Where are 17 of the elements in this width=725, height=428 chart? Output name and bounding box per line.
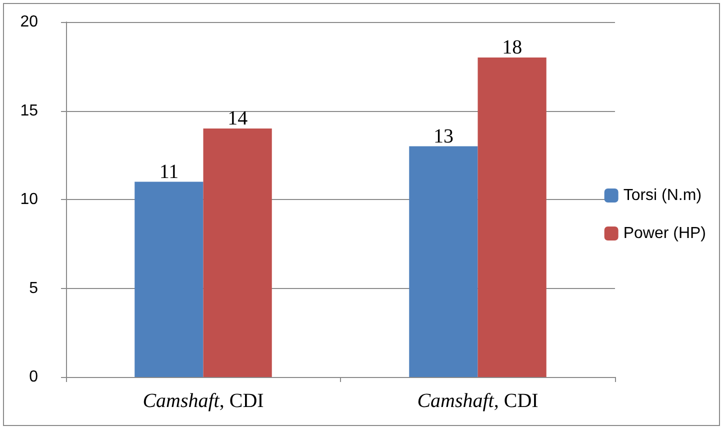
legend-label: Torsi (N.m): [623, 187, 702, 204]
legend-label: Power (HP): [623, 225, 706, 242]
bar: [203, 128, 272, 377]
y-tick-label: 10: [20, 191, 38, 208]
y-tick-label: 20: [20, 14, 38, 30]
y-tick-label: 0: [29, 368, 38, 386]
y-tick-label: 15: [20, 102, 38, 120]
x-tick-label: Camshaft, CDI: [417, 390, 538, 412]
y-tick-label: 5: [29, 280, 38, 297]
data-label: 13: [433, 125, 454, 148]
data-label: 18: [502, 36, 522, 58]
data-label: 11: [159, 160, 179, 183]
bar: [134, 182, 204, 377]
bar: [409, 146, 478, 377]
bar: [478, 58, 546, 377]
x-tick-label: Camshaft, CDI: [142, 390, 264, 412]
data-label: 14: [228, 108, 248, 130]
